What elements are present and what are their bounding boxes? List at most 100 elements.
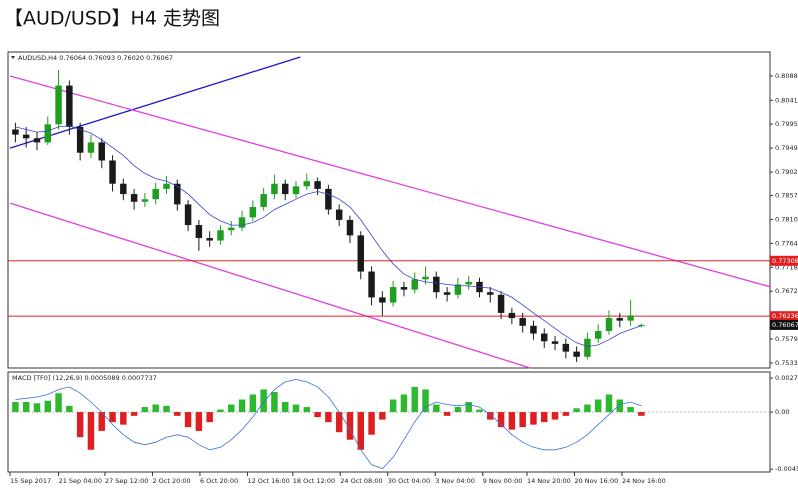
level-tag bbox=[770, 311, 798, 322]
x-tick-label: 15 Sep 2017 bbox=[10, 477, 51, 485]
macd-bar bbox=[184, 412, 192, 428]
macd-bar bbox=[130, 412, 138, 416]
candle-body bbox=[497, 294, 505, 313]
macd-bar bbox=[66, 405, 73, 413]
candle-body bbox=[508, 312, 516, 319]
y-tick-label: 0.79955 bbox=[775, 120, 798, 128]
candle-body bbox=[433, 276, 440, 293]
macd-bar bbox=[487, 412, 494, 420]
macd-bar bbox=[238, 399, 246, 413]
menu-arrow bbox=[11, 56, 15, 59]
candle-body bbox=[487, 292, 494, 295]
y-tick-label: 0.75330 bbox=[775, 359, 798, 367]
candle-body bbox=[314, 181, 321, 189]
candle-body bbox=[66, 85, 73, 127]
macd-bar bbox=[120, 412, 127, 425]
macd-bar bbox=[400, 394, 408, 413]
macd-bar bbox=[195, 412, 203, 431]
candle-body bbox=[163, 183, 170, 189]
trendline bbox=[9, 56, 301, 149]
x-tick-label: 3 Nov 04:00 bbox=[435, 477, 475, 485]
candle-body bbox=[379, 297, 386, 303]
macd-bar bbox=[152, 404, 159, 413]
candle-body bbox=[443, 292, 451, 295]
macd-bar bbox=[22, 402, 30, 413]
candle-body bbox=[141, 199, 149, 202]
candle-body bbox=[530, 325, 537, 334]
x-tick-label: 27 Sep 12:00 bbox=[105, 477, 148, 485]
macd-bar bbox=[443, 412, 451, 416]
x-tick-label: 21 Sep 04:00 bbox=[59, 477, 102, 485]
macd-bar bbox=[573, 408, 580, 413]
price-tag-label: 0.76067 bbox=[772, 321, 798, 329]
candle-body bbox=[228, 227, 235, 231]
y-tick-label: 0.77645 bbox=[775, 239, 798, 247]
macd-bar bbox=[357, 412, 365, 450]
level-tag bbox=[770, 255, 798, 266]
candle-body bbox=[260, 194, 267, 207]
price-panel bbox=[7, 51, 771, 369]
macd-bar bbox=[314, 412, 321, 418]
candle-body bbox=[422, 276, 429, 280]
macd-bar bbox=[454, 407, 462, 413]
macd-panel bbox=[7, 371, 771, 473]
candle-body bbox=[357, 235, 365, 272]
candle-body bbox=[22, 134, 30, 139]
macd-bar bbox=[497, 412, 505, 428]
macd-bar bbox=[217, 409, 224, 413]
x-tick-label: 24 Oct 08:00 bbox=[340, 477, 382, 485]
candle-body bbox=[562, 343, 570, 352]
candle-body bbox=[130, 194, 138, 202]
macd-bar bbox=[249, 394, 257, 413]
symbol-header: AUDUSD,H4 0.76064 0.76093 0.76020 0.7606… bbox=[18, 54, 173, 62]
candle-body bbox=[303, 181, 311, 187]
candle-body bbox=[541, 333, 548, 342]
macd-bar bbox=[562, 412, 570, 416]
macd-bar bbox=[260, 389, 267, 413]
macd-bar bbox=[346, 412, 354, 440]
candle-body bbox=[551, 341, 559, 344]
candle-body bbox=[271, 183, 278, 195]
candle-body bbox=[206, 237, 213, 241]
trendline bbox=[9, 202, 531, 369]
candle-body bbox=[195, 225, 203, 238]
macd-bar bbox=[271, 391, 278, 413]
level-label: 0.77308 bbox=[772, 257, 798, 265]
macd-bar bbox=[551, 412, 559, 420]
candle-body bbox=[76, 126, 84, 153]
macd-bar bbox=[541, 412, 548, 423]
y-tick-label: 0.78105 bbox=[775, 216, 798, 224]
candle-body bbox=[573, 351, 580, 357]
macd-bar bbox=[325, 412, 332, 423]
macd-bar bbox=[55, 393, 62, 413]
candle-body bbox=[120, 183, 127, 195]
macd-bar bbox=[44, 400, 52, 413]
macd-bar bbox=[206, 412, 213, 423]
candle-body bbox=[400, 287, 408, 290]
macd-bar bbox=[594, 399, 602, 413]
macd-bar bbox=[87, 412, 95, 450]
macd-bar bbox=[141, 407, 149, 413]
y-tick-label: 0.79025 bbox=[775, 168, 798, 176]
macd-bar bbox=[12, 402, 19, 413]
candle-body bbox=[174, 183, 181, 205]
x-tick-label: 20 Nov 16:00 bbox=[574, 477, 618, 485]
chart-title: 【AUD/USD】H4 走势图 bbox=[4, 8, 220, 30]
candle-body bbox=[368, 271, 375, 298]
y-tick-label: 0.80415 bbox=[775, 96, 798, 104]
macd-bar bbox=[422, 389, 429, 413]
macd-bar bbox=[76, 412, 84, 438]
x-tick-label: 6 Oct 20:00 bbox=[200, 477, 238, 485]
x-tick-label: 9 Nov 00:00 bbox=[483, 477, 523, 485]
macd-bar bbox=[292, 404, 300, 413]
x-tick-label: 2 Oct 20:00 bbox=[152, 477, 190, 485]
trendline bbox=[9, 75, 770, 288]
macd-tick-label: 0.00 bbox=[775, 408, 789, 416]
macd-tick-label: -0.004546 bbox=[775, 465, 798, 473]
candle-body bbox=[584, 338, 591, 357]
candle-body bbox=[109, 160, 116, 184]
